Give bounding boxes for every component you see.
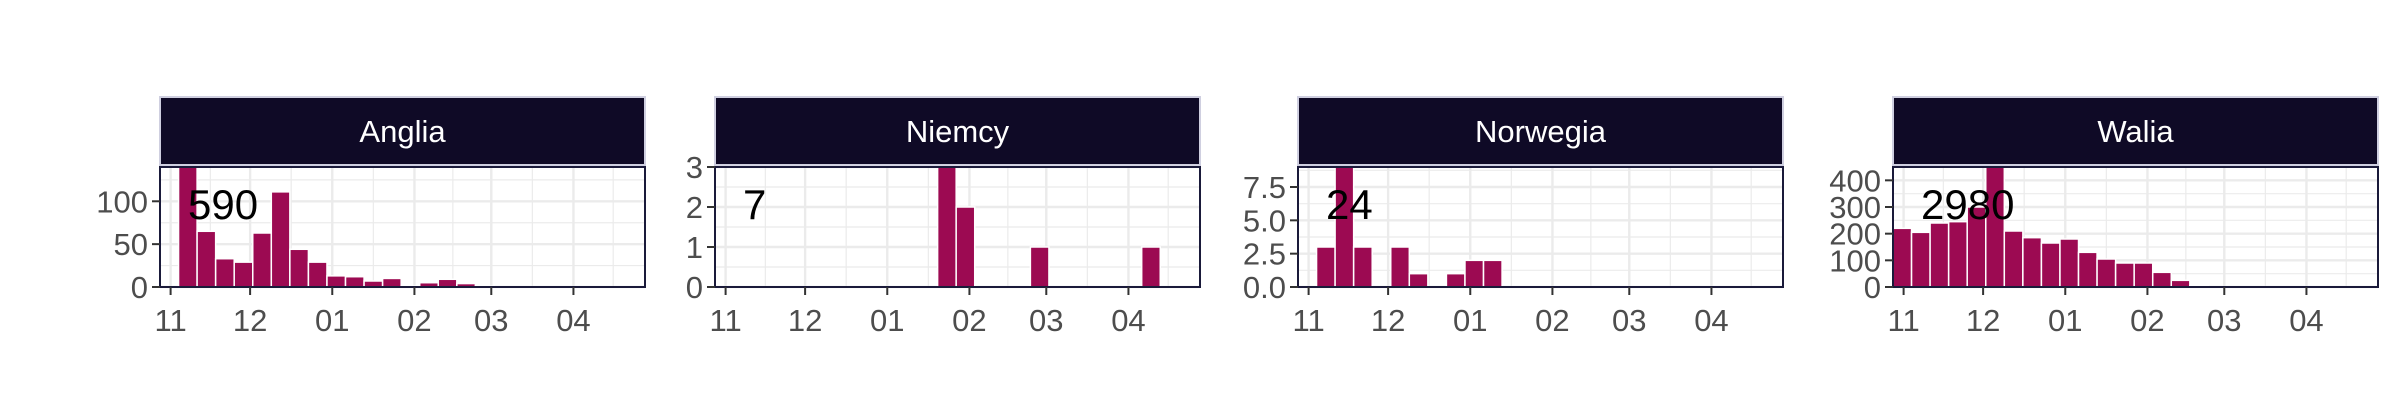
bar: [1140, 246, 1161, 288]
x-tick-label: 11: [1888, 303, 1920, 338]
x-tick-label: 01: [2048, 303, 2082, 338]
y-tick-label: 100: [96, 184, 148, 219]
bar: [955, 206, 976, 288]
bar: [1445, 272, 1466, 288]
facet-total-label: 590: [188, 181, 258, 228]
x-tick-label: 01: [1453, 303, 1487, 338]
y-tick-label: 3: [686, 150, 703, 185]
y-tick-label: 200: [1829, 217, 1881, 252]
bar: [1464, 259, 1485, 288]
bar: [2096, 258, 2117, 288]
facet-title: Norwegia: [1475, 114, 1607, 149]
bar: [344, 275, 365, 288]
bar: [1390, 246, 1411, 288]
bar: [289, 248, 310, 288]
facet-total-label: 24: [1326, 181, 1373, 228]
y-tick-label: 0.0: [1243, 270, 1286, 305]
bar: [437, 278, 458, 288]
bar: [1892, 227, 1913, 288]
x-tick-label: 03: [2207, 303, 2241, 338]
x-tick-label: 12: [233, 303, 267, 338]
bar: [2114, 262, 2135, 288]
x-tick-label: 02: [1535, 303, 1569, 338]
x-tick-label: 01: [870, 303, 904, 338]
x-tick-label: 03: [474, 303, 508, 338]
facet-strip-norwegia: [1297, 96, 1784, 166]
bar: [1352, 246, 1373, 288]
facet-strip-niemcy: [714, 96, 1201, 166]
bar: [214, 257, 235, 288]
facet-norwegia: Norwegia 24 0.02.55.07.5 11 12 01 02 03 04: [1243, 96, 1784, 338]
x-tick-label: 03: [1029, 303, 1063, 338]
y-tick-label: 7.5: [1243, 170, 1286, 205]
x-tick-label: 02: [397, 303, 431, 338]
facet-total-label: 7: [743, 181, 766, 228]
y-tick-label: 2: [686, 190, 703, 225]
bar: [307, 261, 328, 288]
x-tick-label: 11: [1293, 303, 1325, 338]
y-tick-label: 300: [1829, 190, 1881, 225]
y-tick-label: 0: [131, 270, 148, 305]
y-tick-label: 50: [114, 227, 148, 262]
facet-anglia: Anglia 590 0 50 100 11 12 01 02 03 04: [96, 96, 646, 338]
bar: [196, 230, 217, 288]
bar: [233, 261, 254, 288]
x-tick-label: 03: [1612, 303, 1646, 338]
bar: [2040, 242, 2061, 288]
y-tick-label: 100: [1829, 243, 1881, 278]
bar: [270, 191, 291, 288]
bar: [2133, 262, 2154, 288]
bar: [1947, 220, 1968, 288]
bar: [252, 232, 273, 288]
panel-border: [714, 166, 1201, 288]
facet-total-label: 2980: [1921, 181, 2014, 228]
y-tick-label: 5.0: [1243, 203, 1286, 238]
x-tick-label: 12: [788, 303, 822, 338]
x-tick-label: 01: [315, 303, 349, 338]
facet-title: Niemcy: [906, 114, 1010, 149]
bar: [381, 277, 402, 288]
bar: [2151, 271, 2173, 288]
bar: [1910, 231, 1931, 288]
x-tick-label: 02: [952, 303, 986, 338]
y-tick-label: 2.5: [1243, 237, 1286, 272]
bar: [326, 275, 347, 288]
x-tick-label: 04: [556, 303, 590, 338]
bar: [2059, 238, 2080, 288]
x-tick-label: 11: [710, 303, 742, 338]
y-tick-label: 1: [686, 230, 703, 265]
bar: [936, 166, 957, 288]
facet-title: Anglia: [359, 114, 446, 149]
panel-border: [1297, 166, 1784, 288]
x-tick-label: 12: [1371, 303, 1405, 338]
bar: [1029, 246, 1050, 288]
x-tick-label: 04: [1694, 303, 1728, 338]
y-tick-label: 0: [1864, 270, 1881, 305]
facet-strip-walia: [1892, 96, 2379, 166]
x-tick-label: 04: [1111, 303, 1145, 338]
y-tick-label: 400: [1829, 163, 1881, 198]
bar: [1408, 272, 1429, 288]
bar: [1315, 246, 1336, 288]
bar: [2077, 251, 2098, 288]
facet-title: Walia: [2097, 114, 2174, 149]
x-tick-label: 02: [2130, 303, 2164, 338]
bar: [1482, 259, 1503, 288]
x-tick-label: 12: [1966, 303, 2000, 338]
x-tick-label: 11: [155, 303, 187, 338]
y-tick-label: 0: [686, 270, 703, 305]
bar: [1929, 222, 1950, 288]
panel-border: [159, 166, 646, 288]
bar: [2022, 236, 2043, 288]
x-tick-label: 04: [2289, 303, 2323, 338]
panel-border: [1892, 166, 2379, 288]
facet-strip-anglia: [159, 96, 646, 166]
bar: [2003, 230, 2024, 288]
